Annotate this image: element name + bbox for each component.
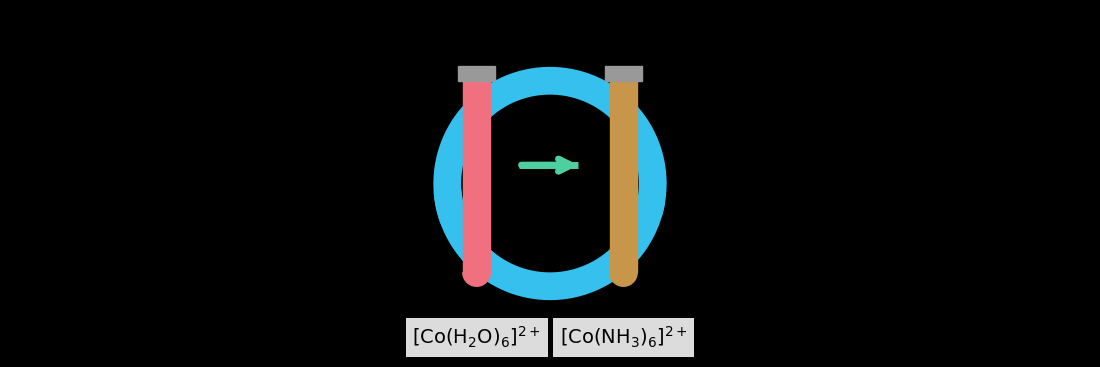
Polygon shape (463, 272, 491, 286)
Polygon shape (459, 66, 495, 81)
Text: $\mathrm{[Co(H_2O)_6]^{2+}}$: $\mathrm{[Co(H_2O)_6]^{2+}}$ (412, 325, 541, 350)
Text: $\mathrm{[Co(NH_3)_6]^{2+}}$: $\mathrm{[Co(NH_3)_6]^{2+}}$ (560, 325, 688, 350)
Polygon shape (609, 81, 637, 272)
Polygon shape (642, 192, 659, 213)
Polygon shape (463, 81, 491, 272)
Polygon shape (609, 272, 637, 286)
Polygon shape (441, 205, 456, 227)
Polygon shape (605, 66, 641, 81)
